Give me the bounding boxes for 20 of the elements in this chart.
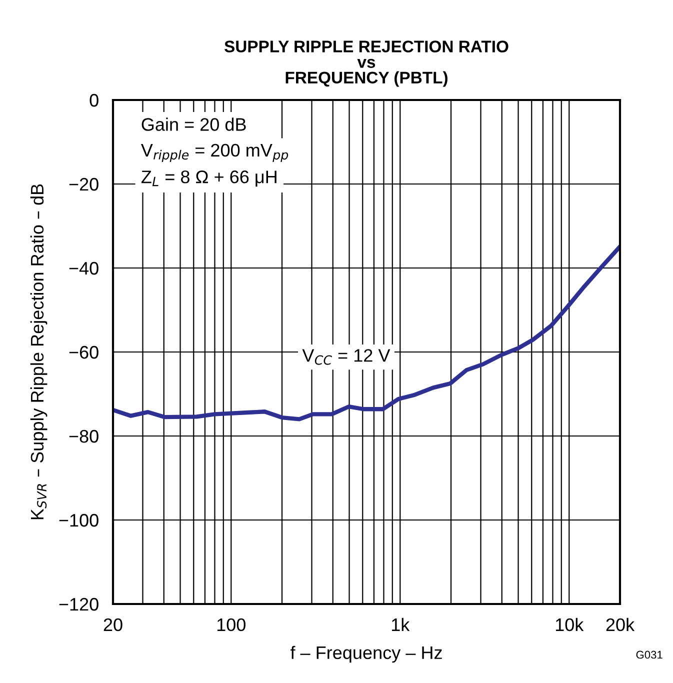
x-tick-label: 20k bbox=[606, 618, 635, 632]
y-tick-label: −60 bbox=[69, 346, 98, 359]
annotation: Gain = 20 dB bbox=[142, 118, 246, 131]
x-axis-title: f – Frequency – Hz bbox=[290, 646, 442, 663]
annotation: Z$_{L}$ = 8 Ω + 66 μH bbox=[141, 170, 276, 187]
y-tick-label: −100 bbox=[59, 514, 98, 527]
y-tick-label: −80 bbox=[69, 430, 98, 443]
y-tick-label: 0 bbox=[90, 94, 98, 107]
y-tick-label: −40 bbox=[69, 262, 98, 275]
annotation: V$_{ripple}$ = 200 mV$_{pp}$ bbox=[140, 144, 288, 162]
chart-title: SUPPLY RIPPLE REJECTION RATIO vs FREQUENCY (PBTL) bbox=[224, 40, 508, 87]
series-label: V$_{CC}$ = 12 V bbox=[302, 349, 390, 365]
x-tick-label: 10k bbox=[556, 618, 584, 632]
x-tick-label: 20 bbox=[104, 618, 122, 632]
x-tick-label: 100 bbox=[217, 618, 246, 632]
y-tick-label: −120 bbox=[59, 598, 98, 611]
y-axis-title: K$_{SVR}$ – Supply Ripple Rejection Ratio – dB bbox=[30, 184, 48, 520]
x-tick-label: 1k bbox=[392, 618, 410, 631]
text: G031 bbox=[636, 650, 662, 659]
y-tick-label: −20 bbox=[69, 178, 98, 191]
